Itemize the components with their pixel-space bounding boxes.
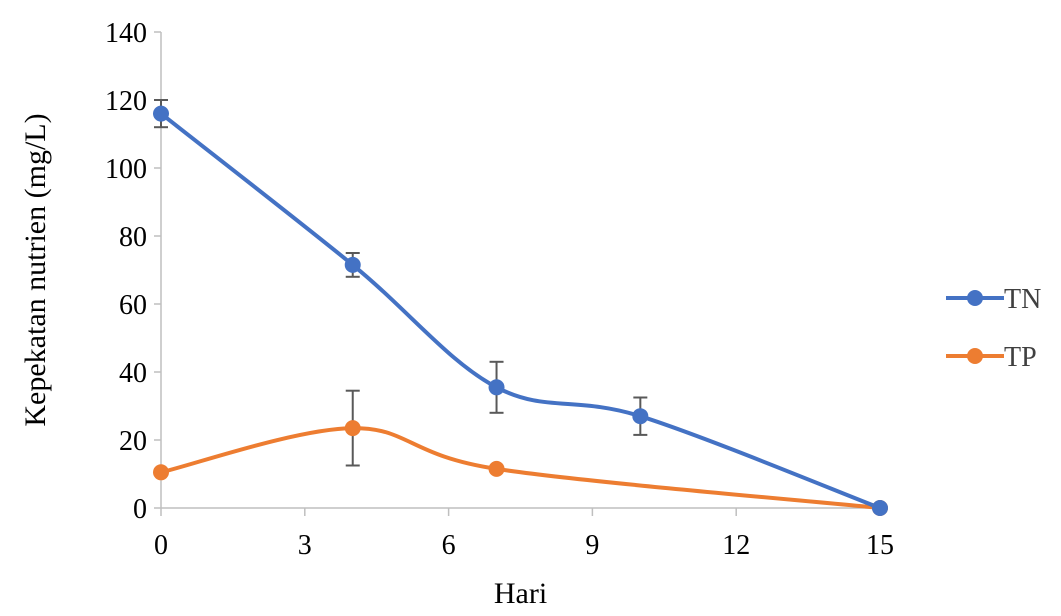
- x-tick-label: 3: [298, 530, 312, 561]
- x-axis-title: Hari: [494, 577, 547, 610]
- y-tick-label: 60: [119, 290, 147, 321]
- x-tick-labels: 0 3 6 9 12 15: [154, 530, 894, 561]
- series-markers: [153, 105, 888, 516]
- data-point-tp: [344, 420, 361, 437]
- data-point-tp: [153, 464, 169, 481]
- data-point-tn: [872, 500, 888, 516]
- y-tick-label: 40: [119, 358, 147, 389]
- data-point-tp: [488, 460, 505, 477]
- data-point-tn: [153, 105, 169, 122]
- x-tick-label: 6: [442, 530, 456, 561]
- y-tick-labels: 0 20 40 60 80 100 120 140: [105, 18, 147, 525]
- x-tick-label: 9: [585, 530, 599, 561]
- data-point-tn: [344, 256, 361, 273]
- plot-area: [153, 99, 888, 516]
- error-bars: [154, 99, 648, 467]
- data-point-tn: [488, 379, 505, 396]
- y-tick-label: 80: [119, 222, 147, 253]
- x-tick-label: 15: [866, 530, 894, 561]
- legend-item-tn: TN: [946, 284, 1041, 315]
- legend: TN TP: [946, 284, 1041, 373]
- series-line-tp: [159, 426, 882, 510]
- y-tick-label: 0: [133, 494, 147, 525]
- y-tick-label: 20: [119, 426, 147, 457]
- series-lines: [159, 111, 882, 510]
- legend-label: TP: [1004, 342, 1037, 373]
- y-tick-label: 100: [105, 154, 147, 185]
- series-line-tn: [159, 111, 882, 510]
- y-tick-label: 140: [105, 18, 147, 49]
- data-point-tn: [632, 408, 649, 425]
- x-tick-label: 12: [722, 530, 750, 561]
- y-axis-title: Kepekatan nutrien (mg/L): [19, 113, 52, 426]
- legend-swatch-marker: [967, 348, 983, 364]
- legend-swatch-marker: [967, 290, 983, 306]
- legend-label: TN: [1004, 284, 1041, 315]
- y-tick-label: 120: [105, 86, 147, 117]
- x-tick-label: 0: [154, 530, 168, 561]
- legend-item-tp: TP: [946, 342, 1037, 373]
